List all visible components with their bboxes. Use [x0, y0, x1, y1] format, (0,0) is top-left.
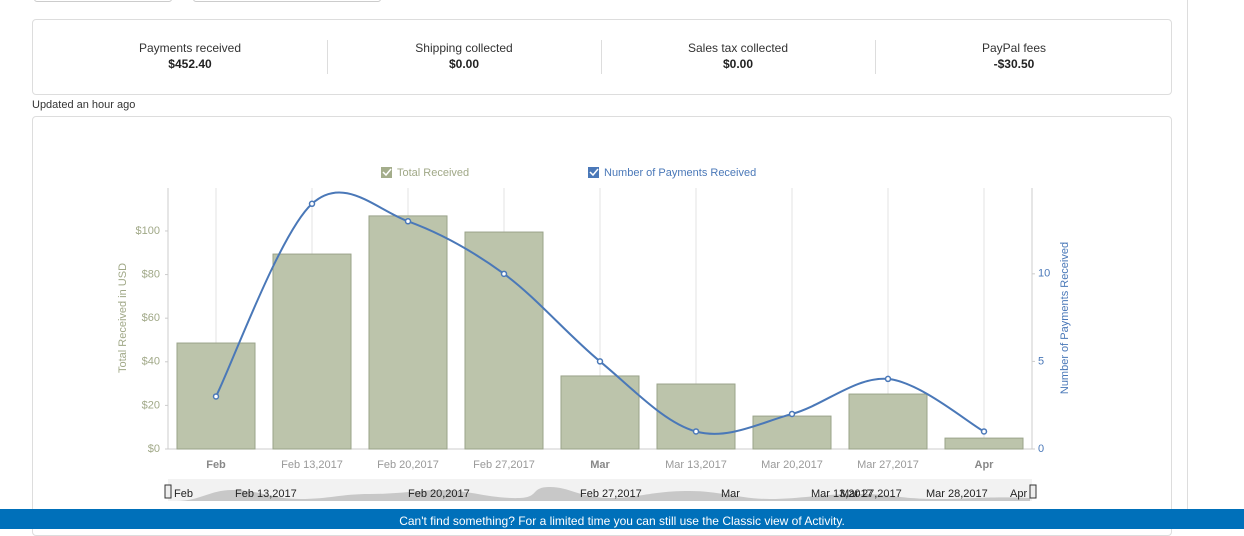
- summary-label: PayPal fees: [981, 41, 1047, 55]
- bar: [752, 415, 832, 450]
- y-tick-label: $80: [142, 268, 160, 280]
- bar: [272, 253, 352, 450]
- summary-card: Payments received $452.40 Shipping collec…: [32, 19, 1172, 95]
- navigator-label: Mar: [721, 488, 740, 500]
- y-tick-label: $40: [142, 356, 160, 368]
- footer-banner: Can't find something? For a limited time…: [0, 509, 1244, 529]
- point: [788, 410, 796, 418]
- summary-label: Sales tax collected: [687, 41, 789, 55]
- bar: [368, 215, 448, 450]
- navigator-handle[interactable]: [1029, 484, 1037, 499]
- navigator-area: [176, 487, 1030, 501]
- legend-label: Number of Payments Received: [604, 167, 756, 179]
- summary-value: $452.40: [168, 57, 212, 71]
- point: [596, 358, 604, 365]
- summary-item: Sales tax collected $0.00: [603, 41, 873, 71]
- legend-checkbox[interactable]: [381, 167, 392, 178]
- y2-tick-label: 10: [1038, 268, 1050, 280]
- bar: [464, 231, 544, 450]
- x-tick-label: Apr: [975, 459, 995, 471]
- summary-item: Payments received $452.40: [55, 41, 325, 71]
- bar: [944, 437, 1024, 450]
- y2-tick-label: 5: [1038, 355, 1044, 367]
- summary-value: $0.00: [722, 57, 754, 71]
- chart-card: [32, 116, 1172, 536]
- separator: [875, 40, 876, 74]
- x-tick-label: Mar: [590, 459, 610, 471]
- y-tick-label: $60: [142, 312, 160, 324]
- navigator-label: Feb: [174, 488, 193, 500]
- x-tick-label: Feb: [206, 459, 226, 471]
- chart: Feb Feb 13,2017 Feb 20,2017 Feb 27,2017 Mar M…: [117, 167, 1071, 501]
- line: [215, 191, 985, 435]
- navigator-label: Feb 20,2017: [408, 488, 470, 500]
- separator: [601, 40, 602, 74]
- point: [404, 218, 412, 225]
- bar: [560, 375, 640, 450]
- x-tick-label: Feb 20,2017: [377, 459, 439, 471]
- bar: [848, 393, 928, 450]
- x-tick-label: Mar 20,2017: [761, 459, 823, 471]
- y-tick-label: $100: [136, 225, 160, 237]
- bar: [656, 383, 736, 450]
- navigator-label: Feb 13,2017: [235, 488, 297, 500]
- navigator-label: Mar 13,2017: [811, 488, 873, 500]
- y-tick-label: $20: [142, 399, 160, 411]
- x-tick-label: Feb 13,2017: [281, 459, 343, 471]
- x-tick-label: Mar 27,2017: [857, 459, 919, 471]
- footer-text[interactable]: Can't find something? For a limited time…: [399, 514, 845, 528]
- point: [500, 270, 508, 278]
- point: [308, 200, 316, 208]
- updated-text: Updated an hour ago: [32, 99, 136, 111]
- summary-value: $0.00: [448, 57, 480, 71]
- point: [980, 428, 988, 435]
- summary-label: Payments received: [138, 41, 242, 55]
- summary-item: PayPal fees -$30.50: [879, 41, 1149, 71]
- navigator-label: Apr: [1010, 488, 1027, 500]
- x-tick-label: Feb 27,2017: [473, 459, 535, 471]
- summary-label: Shipping collected: [415, 41, 513, 55]
- legend-checkbox[interactable]: [588, 167, 599, 178]
- legend-label: Total Received: [397, 167, 469, 179]
- separator: [327, 40, 328, 74]
- y-tick-label: $0: [148, 443, 160, 455]
- y2-tick-label: 0: [1038, 443, 1044, 455]
- summary-item: Shipping collected $0.00: [329, 41, 599, 71]
- navigator-label: Mar 27,2017: [840, 488, 902, 500]
- summary-value: -$30.50: [993, 57, 1035, 71]
- right-border: [1187, 0, 1188, 523]
- y-axis-title: Total Received in USD: [117, 263, 129, 373]
- x-tick-label: Mar 13,2017: [665, 459, 727, 471]
- y2-axis-title: Number of Payments Received: [1059, 242, 1071, 394]
- point: [212, 393, 220, 400]
- check-icon: [382, 168, 599, 177]
- navigator-label: Mar 28,2017: [926, 488, 988, 500]
- navigator-label: Feb 27,2017: [580, 488, 642, 500]
- navigator-handle[interactable]: [164, 484, 172, 499]
- point: [692, 428, 700, 435]
- point: [884, 375, 892, 383]
